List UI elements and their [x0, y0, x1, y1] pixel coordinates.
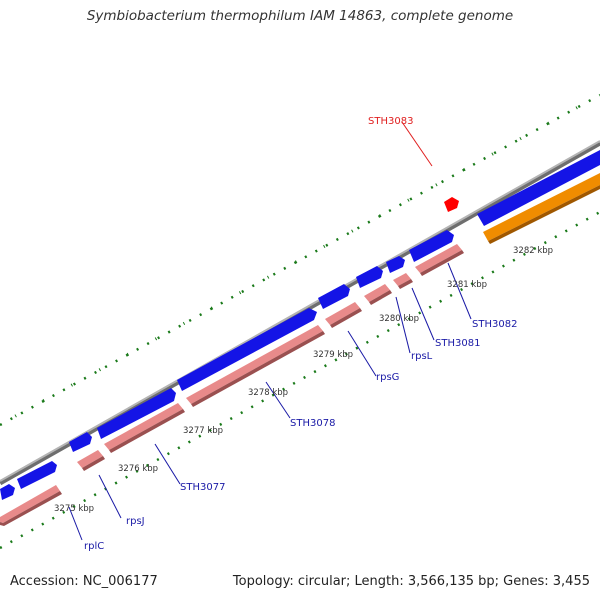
- gene-arrow: [386, 256, 405, 273]
- gene-arrow: [364, 284, 390, 302]
- gene-arrow: [0, 485, 60, 523]
- gene-arrow: [409, 230, 454, 262]
- scale-label: 3276 kbp: [118, 464, 158, 474]
- gene-arrow: [17, 461, 57, 489]
- gene-arrow: [177, 308, 317, 391]
- sth3083-marker: [444, 197, 459, 212]
- orange-gene: [483, 173, 600, 244]
- gene-arrow: [356, 266, 383, 288]
- gene-arrow: [330, 308, 362, 328]
- scale-label: 3282 kbp: [513, 246, 553, 256]
- scale-label: 3278 kbp: [248, 388, 288, 398]
- gene-arrow: [477, 150, 600, 226]
- gene-label-STH3083: STH3083: [368, 116, 413, 127]
- gene-arrow: [104, 403, 183, 450]
- gene-arrow: [0, 484, 15, 500]
- gene-arrow: [393, 273, 411, 286]
- gene-arrow: [420, 250, 464, 276]
- gene-arrow: [0, 491, 62, 526]
- gene-arrow: [369, 290, 392, 305]
- gene-arrow: [186, 325, 323, 404]
- map-title: Symbiobacterium thermophilum IAM 14863, …: [86, 8, 514, 24]
- inner-tick-track: [0, 210, 600, 550]
- scale-label: 3277 kbp: [183, 426, 223, 436]
- scale-label: 3280 kbp: [379, 314, 419, 324]
- gene-label-STH3077: STH3077: [180, 482, 225, 493]
- gene-label-STH3082: STH3082: [472, 319, 517, 330]
- callout-lines: [68, 121, 472, 541]
- gene-arrow: [318, 284, 350, 309]
- gene-arrow: [69, 432, 92, 452]
- gene-label-rpsJ: rpsJ: [126, 516, 145, 527]
- gene-arrow: [191, 331, 325, 407]
- topology-text: Topology: circular; Length: 3,566,135 bp…: [232, 574, 590, 589]
- outer-tick-track: [0, 93, 600, 427]
- gene-label-rplC: rplC: [84, 541, 104, 552]
- gene-label-STH3081: STH3081: [435, 338, 480, 349]
- gene-arrow: [82, 456, 105, 471]
- gene-arrow: [97, 388, 176, 439]
- gene-arrow: [77, 450, 103, 468]
- scale-labels: 3275 kbp 3276 kbp 3277 kbp 3278 kbp 3279…: [54, 246, 553, 514]
- gene-arrow: [415, 244, 462, 273]
- forward-genes: [0, 150, 600, 500]
- gene-labels: rplC rpsJ STH3077 STH3078 rpsG rpsL STH3…: [84, 116, 517, 552]
- gene-arrow: [398, 279, 413, 289]
- genome-backbone: [0, 140, 600, 486]
- accession-text: Accession: NC_006177: [10, 574, 158, 589]
- gene-label-STH3078: STH3078: [290, 418, 335, 429]
- gene-arrow: [325, 302, 360, 325]
- gene-arrow: [109, 409, 185, 453]
- gene-label-rpsL: rpsL: [411, 351, 433, 362]
- reverse-genes: [0, 244, 464, 526]
- scale-label: 3279 kbp: [313, 350, 353, 360]
- scale-label: 3275 kbp: [54, 504, 94, 514]
- gene-label-rpsG: rpsG: [376, 372, 399, 383]
- scale-label: 3281 kbp: [447, 280, 487, 290]
